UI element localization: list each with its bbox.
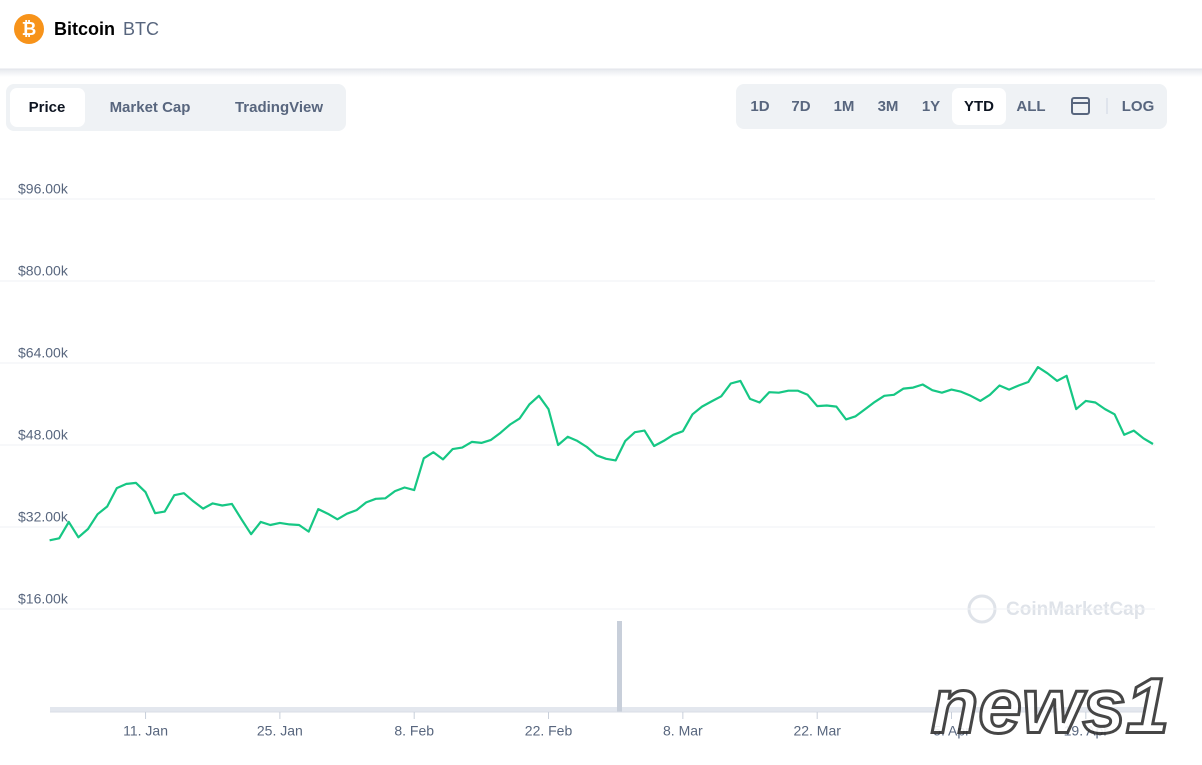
x-tick-label: 8. Feb	[394, 723, 434, 739]
tab-active	[10, 88, 85, 127]
range-group	[736, 84, 1167, 129]
watermark-text: CoinMarketCap	[1006, 599, 1145, 620]
x-tick-label: 22. Mar	[793, 723, 841, 739]
y-tick-label: $48.00k	[18, 427, 69, 443]
range-active	[952, 88, 1006, 125]
range-button[interactable]: 1D	[750, 98, 769, 115]
tab[interactable]: TradingView	[235, 99, 323, 116]
tab[interactable]: Price	[29, 99, 66, 116]
x-tick-label: 11. Jan	[123, 723, 168, 739]
y-tick-label: $16.00k	[18, 591, 69, 607]
range-button[interactable]: 7D	[791, 98, 810, 115]
header-shadow	[0, 69, 1202, 77]
range-button[interactable]: ALL	[1016, 98, 1045, 115]
news-watermark: news1	[931, 662, 1169, 750]
x-tick-label: 19. Apr	[1064, 723, 1109, 739]
range-button[interactable]: YTD	[964, 98, 994, 115]
volume-spike	[617, 621, 622, 712]
coin-logo	[14, 14, 44, 44]
y-tick-label: $96.00k	[18, 181, 69, 197]
x-tick-label: 25. Jan	[257, 723, 303, 739]
range-button[interactable]: 1M	[834, 98, 855, 115]
y-tick-label: $64.00k	[18, 345, 69, 361]
logo-glyph: ₿	[22, 19, 37, 39]
price-line	[49, 366, 1154, 542]
coin-symbol: BTC	[123, 19, 159, 39]
x-tick-label: 5. Apr	[933, 723, 970, 739]
coin-name: Bitcoin	[54, 19, 115, 39]
volume-base	[50, 707, 1155, 712]
log-button[interactable]: LOG	[1122, 98, 1155, 115]
tab-group	[6, 84, 346, 131]
range-button[interactable]: 3M	[878, 98, 899, 115]
x-tick-label: 22. Feb	[525, 723, 573, 739]
calendar-icon[interactable]	[1071, 97, 1090, 115]
x-tick-label: 8. Mar	[663, 723, 703, 739]
y-tick-label: $32.00k	[18, 509, 69, 525]
range-button[interactable]: 1Y	[922, 98, 940, 115]
tab[interactable]: Market Cap	[110, 99, 191, 116]
y-tick-label: $80.00k	[18, 263, 69, 279]
